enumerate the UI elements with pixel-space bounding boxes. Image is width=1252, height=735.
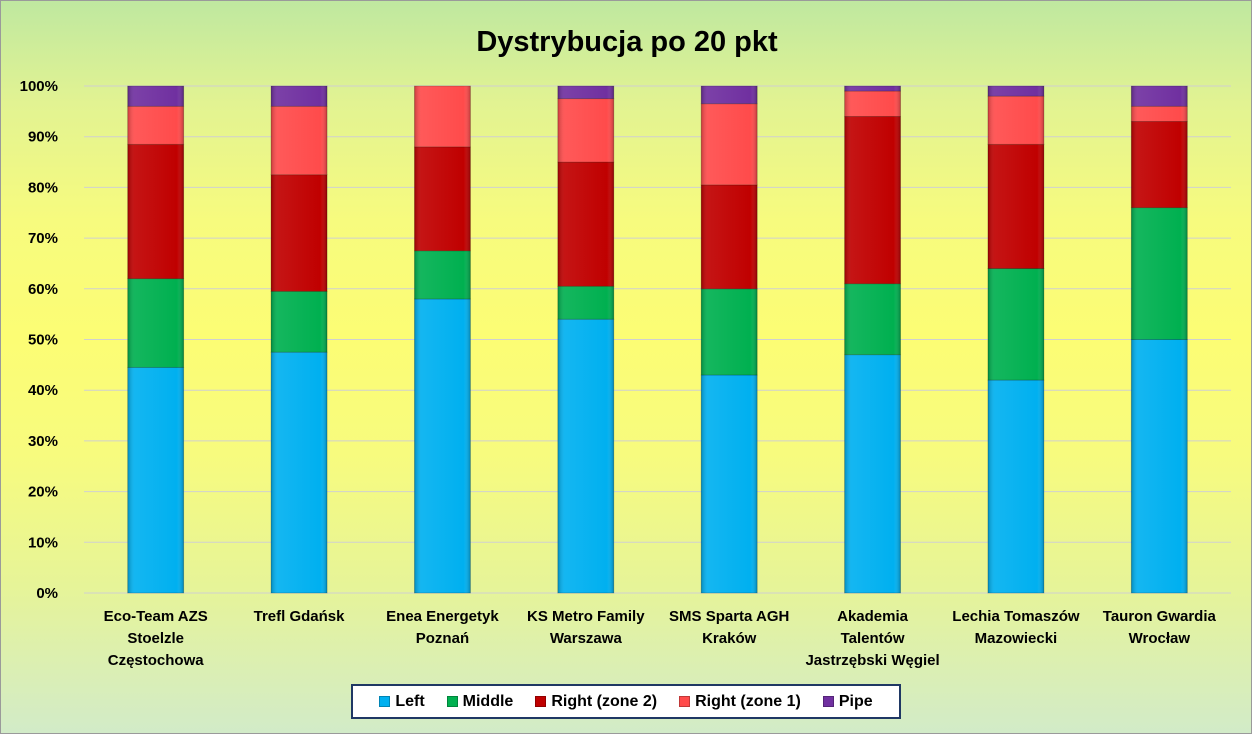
bar-bevel xyxy=(414,250,471,299)
y-tick-label: 60% xyxy=(28,281,58,298)
bar-bevel xyxy=(127,86,184,107)
y-tick-label: 50% xyxy=(28,332,58,349)
bars xyxy=(127,85,1188,594)
bar-bevel xyxy=(701,184,758,289)
x-axis-ticks: Eco-Team AZS Stoelzle Częstochowa Trefl Gda… xyxy=(104,608,1217,669)
x-tick-label: Mazowiecki xyxy=(975,630,1058,647)
x-tick-label: Warszawa xyxy=(550,630,623,647)
bar-bevel xyxy=(414,86,471,147)
legend-swatch xyxy=(822,696,834,707)
bar-bevel xyxy=(1131,339,1188,593)
bar-bevel xyxy=(414,298,471,593)
x-tick-label: Wrocław xyxy=(1129,630,1191,647)
legend-label: Right (zone 1) xyxy=(695,692,801,710)
y-tick-label: 10% xyxy=(28,534,58,551)
x-tick-label: Akademia xyxy=(837,608,909,625)
bar-bevel xyxy=(271,352,328,593)
x-tick-label: Kraków xyxy=(702,630,757,647)
bar-bevel xyxy=(127,367,184,593)
x-tick-label: Częstochowa xyxy=(108,652,205,669)
bar-bevel xyxy=(1131,86,1188,107)
bar-bevel xyxy=(844,354,901,593)
x-tick-label: Poznań xyxy=(416,630,469,647)
y-tick-label: 70% xyxy=(28,230,58,247)
legend-label: Pipe xyxy=(838,692,873,710)
bar-bevel xyxy=(987,144,1044,269)
legend-item: Left xyxy=(379,692,425,711)
x-tick-label: KS Metro Family xyxy=(527,608,645,625)
x-tick-label: Eco-Team AZS xyxy=(104,608,208,625)
bar-bevel xyxy=(127,106,184,145)
legend-item: Right (zone 2) xyxy=(535,693,657,711)
x-tick-label: Trefl Gdańsk xyxy=(254,608,346,625)
legend-label: Left xyxy=(395,692,425,710)
y-axis-ticks: 0% 10% 20% 30% 40% 50% 60% 70% 80% 90% 100% xyxy=(20,78,58,602)
x-tick-label: Tauron Gwardia xyxy=(1103,608,1217,625)
y-tick-label: 40% xyxy=(28,382,58,399)
legend-item: Middle xyxy=(446,692,514,711)
bar-bevel xyxy=(844,116,901,284)
bar-bevel xyxy=(557,86,614,99)
legend: Left Middle Right (zone 2) Right (zone 1) Pi… xyxy=(351,684,901,719)
y-tick-label: 80% xyxy=(28,179,58,196)
bar-bevel xyxy=(557,286,614,320)
bar-bevel xyxy=(1131,106,1188,122)
bar-bevel xyxy=(844,283,901,355)
legend-item: Pipe xyxy=(822,692,873,711)
bar-bevel xyxy=(844,86,901,92)
legend-swatch xyxy=(535,696,547,707)
x-tick-label: SMS Sparta AGH xyxy=(669,608,789,625)
legend-swatch xyxy=(446,696,458,707)
y-tick-label: 20% xyxy=(28,484,58,501)
bar-bevel xyxy=(1131,207,1188,340)
bar-bevel xyxy=(557,162,614,287)
bar-bevel xyxy=(127,144,184,279)
legend-swatch xyxy=(679,696,691,707)
y-tick-label: 100% xyxy=(20,78,58,95)
x-tick-label: Lechia Tomaszów xyxy=(952,608,1080,625)
chart-title: Dystrybucja po 20 pkt xyxy=(476,26,778,58)
bar-bevel xyxy=(987,86,1044,97)
bar-bevel xyxy=(987,268,1044,381)
legend-swatch xyxy=(379,696,391,707)
bar-bevel xyxy=(1131,121,1188,208)
y-tick-label: 0% xyxy=(36,585,58,602)
bar-bevel xyxy=(557,98,614,163)
y-tick-label: 30% xyxy=(28,433,58,450)
y-tick-label: 90% xyxy=(28,129,58,146)
bar-bevel xyxy=(127,278,184,368)
bar-bevel xyxy=(271,86,328,107)
x-tick-label: Talentów xyxy=(841,630,905,647)
bar-bevel xyxy=(271,291,328,353)
bar-bevel xyxy=(701,103,758,185)
bar-bevel xyxy=(701,288,758,375)
bar-bevel xyxy=(701,374,758,593)
bar-bevel xyxy=(557,319,614,593)
bar-bevel xyxy=(987,380,1044,593)
bar-bevel xyxy=(844,91,901,117)
bar-bevel xyxy=(701,86,758,104)
legend-label: Middle xyxy=(462,692,514,710)
bar-bevel xyxy=(987,96,1044,145)
x-tick-label: Stoelzle xyxy=(127,630,184,647)
bar-bevel xyxy=(414,146,471,251)
x-tick-label: Jastrzębski Węgiel xyxy=(805,652,939,669)
legend-label: Right (zone 2) xyxy=(551,692,658,710)
gridlines xyxy=(84,85,1231,594)
x-tick-label: Enea Energetyk xyxy=(386,608,499,625)
bar-bevel xyxy=(271,174,328,292)
legend-item: Right (zone 1) xyxy=(679,693,801,711)
bar-bevel xyxy=(271,106,328,175)
